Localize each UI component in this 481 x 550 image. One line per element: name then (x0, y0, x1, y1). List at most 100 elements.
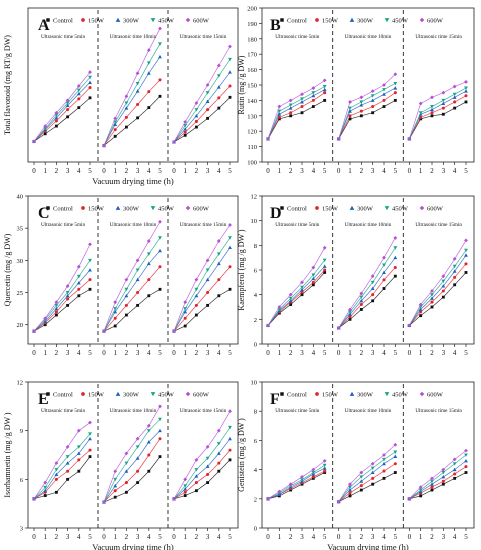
data-point-control (77, 106, 81, 110)
x-tick-label: 5 (228, 167, 232, 175)
data-point-control (382, 287, 386, 290)
data-point-450w (158, 236, 162, 240)
series-line-150w (173, 85, 231, 143)
data-point-300w (311, 93, 316, 98)
data-point-600w (172, 140, 176, 144)
data-point-control (453, 476, 457, 480)
legend-marker-150w (315, 18, 319, 22)
data-point-150w (453, 275, 457, 279)
data-point-150w (158, 437, 162, 441)
data-point-450w (322, 258, 327, 263)
data-point-450w (348, 485, 352, 490)
legend-label-150w: 150W (88, 18, 105, 25)
data-point-control (359, 488, 363, 492)
x-tick-label: 3 (66, 533, 70, 541)
data-point-600w (54, 110, 59, 115)
data-point-150w (194, 303, 198, 307)
data-point-600w (228, 223, 232, 227)
data-point-600w (288, 482, 293, 487)
data-point-450w (452, 462, 457, 466)
legend-marker-150w (315, 206, 319, 210)
plot-frame (261, 381, 475, 529)
x-tick-label: 2 (55, 533, 59, 541)
data-point-300w (135, 456, 140, 460)
series-line-450w (267, 86, 325, 140)
data-point-control (311, 105, 315, 108)
data-point-450w (194, 108, 199, 112)
data-point-600w (124, 277, 129, 282)
series-line-control (409, 472, 467, 500)
x-tick-label: 5 (158, 533, 162, 541)
data-point-control (136, 481, 140, 485)
legend-marker-control (280, 392, 284, 396)
y-tick-label: 180 (247, 36, 257, 43)
data-point-600w (65, 98, 70, 103)
data-point-600w (452, 457, 457, 462)
data-point-450w (135, 268, 140, 272)
data-point-600w (194, 277, 199, 282)
data-point-300w (113, 122, 118, 127)
y-tick-label: 200 (247, 6, 257, 13)
data-point-600w (441, 274, 446, 279)
data-point-control (441, 112, 445, 116)
x-tick-label: 2 (289, 533, 293, 541)
series-line-600w (173, 224, 231, 332)
x-tick-label: 0 (266, 167, 270, 175)
series-line-control (409, 272, 467, 326)
data-point-150w (371, 293, 375, 297)
data-point-600w (32, 329, 36, 334)
data-point-150w (77, 97, 81, 101)
data-point-600w (65, 284, 70, 288)
y-tick-label: 40 (17, 194, 24, 201)
x-tick-label: 1 (278, 167, 282, 175)
x-tick-label: 2 (430, 167, 434, 175)
data-point-600w (183, 120, 188, 124)
data-point-control (217, 106, 221, 110)
data-point-150w (371, 105, 375, 109)
data-point-600w (205, 444, 210, 449)
data-point-600w (113, 300, 118, 305)
legend-label-600w: 600W (193, 206, 210, 213)
series-line-450w (103, 237, 161, 332)
data-point-600w (194, 101, 199, 105)
data-point-300w (393, 255, 398, 260)
series-line-450w (103, 43, 161, 146)
data-point-600w (407, 137, 412, 141)
legend-label-150w: 150W (88, 392, 105, 399)
series-line-600w (173, 46, 231, 143)
legend-label-300w: 300W (123, 206, 140, 213)
x-tick-label: 0 (172, 349, 176, 357)
data-point-450w (158, 417, 162, 422)
data-point-600w (336, 137, 341, 141)
data-point-control (66, 477, 70, 481)
series-line-control (267, 472, 325, 500)
data-point-control (453, 283, 457, 287)
data-point-600w (43, 124, 48, 128)
data-point-450w (441, 98, 446, 103)
legend-marker-300w (115, 205, 121, 210)
y-tick-label: 140 (247, 98, 257, 105)
legend-label-control: Control (53, 18, 73, 25)
data-point-450w (300, 97, 304, 101)
series-line-450w (409, 87, 467, 140)
series-line-150w (103, 438, 161, 503)
data-point-300w (464, 253, 468, 257)
x-axis-label: Vacuum drying time (h) (327, 542, 409, 550)
data-point-450w (183, 124, 188, 128)
data-point-300w (183, 487, 188, 491)
panel-letter: A (38, 17, 50, 34)
data-point-300w (382, 92, 386, 96)
data-point-450w (370, 94, 375, 98)
segment-label: Ultrasonic time 10min (345, 222, 392, 228)
y-tick-label: 170 (247, 52, 257, 59)
x-tick-label: 4 (77, 533, 81, 541)
data-point-150w (430, 300, 434, 304)
y-tick-label: 12 (251, 194, 258, 201)
y-tick-label: 0 (254, 342, 257, 349)
data-point-600w (452, 257, 457, 261)
data-point-600w (172, 329, 176, 334)
x-tick-label: 5 (228, 533, 232, 541)
data-point-600w (452, 84, 457, 89)
data-point-600w (393, 236, 398, 240)
